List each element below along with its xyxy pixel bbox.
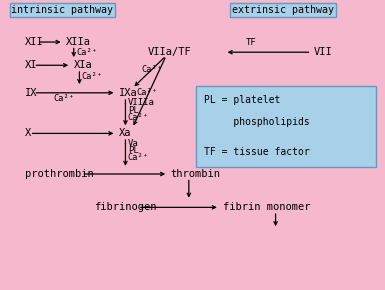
Text: Xa: Xa xyxy=(119,128,132,138)
Text: fibrinogen: fibrinogen xyxy=(94,202,157,212)
Text: VIIIa: VIIIa xyxy=(128,98,155,108)
Text: Ca²⁺: Ca²⁺ xyxy=(53,94,74,103)
Text: Ca²⁺: Ca²⁺ xyxy=(128,153,149,162)
Text: VII: VII xyxy=(313,47,332,57)
Text: PL: PL xyxy=(128,146,139,155)
Text: fibrin monomer: fibrin monomer xyxy=(223,202,310,212)
Text: XIa: XIa xyxy=(74,60,92,70)
Text: PL: PL xyxy=(128,106,139,115)
Text: prothrombin: prothrombin xyxy=(25,169,94,179)
Text: thrombin: thrombin xyxy=(170,169,220,179)
Text: Ca²⁺: Ca²⁺ xyxy=(81,72,102,81)
Text: IXa: IXa xyxy=(119,88,138,98)
Text: intrinsic pathway: intrinsic pathway xyxy=(12,5,114,15)
Text: extrinsic pathway: extrinsic pathway xyxy=(232,5,334,15)
Text: Ca²⁺: Ca²⁺ xyxy=(77,48,98,57)
Text: VIIa/TF: VIIa/TF xyxy=(147,47,191,57)
Text: phospholipids: phospholipids xyxy=(204,117,310,127)
Text: TF: TF xyxy=(245,37,256,47)
Text: Va: Va xyxy=(128,139,139,148)
Text: XI: XI xyxy=(25,60,37,70)
Text: TF = tissue factor: TF = tissue factor xyxy=(204,147,310,157)
Text: PL = platelet: PL = platelet xyxy=(204,95,280,105)
Text: Ca²⁺: Ca²⁺ xyxy=(128,113,149,122)
Text: Ca²⁺: Ca²⁺ xyxy=(136,88,157,97)
Text: X: X xyxy=(25,128,31,138)
Text: Ca²⁺: Ca²⁺ xyxy=(142,65,163,74)
Text: XII: XII xyxy=(25,37,44,47)
FancyBboxPatch shape xyxy=(196,86,376,167)
Text: IX: IX xyxy=(25,88,37,98)
Text: XIIa: XIIa xyxy=(65,37,90,47)
